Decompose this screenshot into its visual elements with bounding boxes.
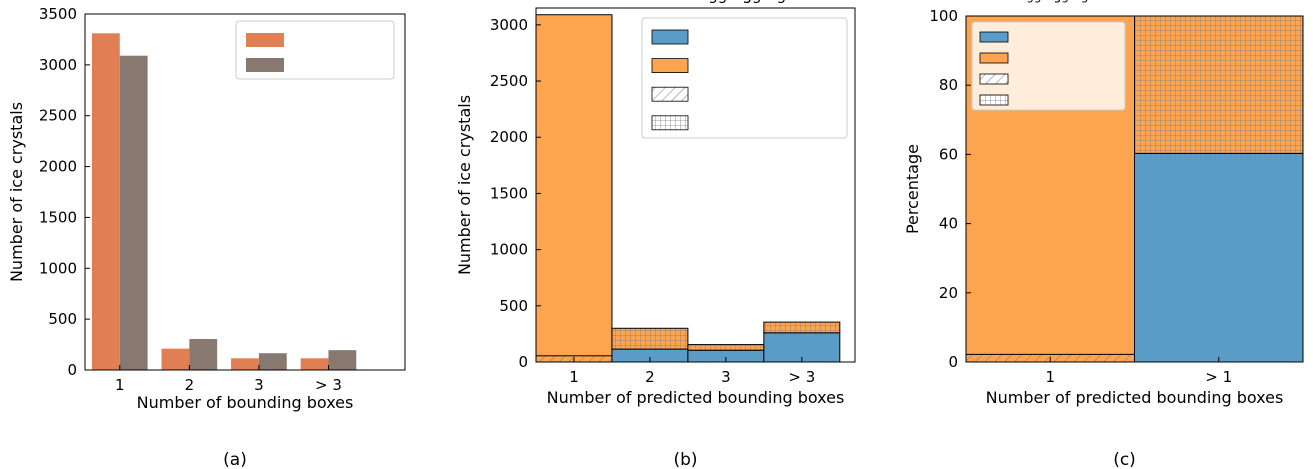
panel-label: (b) <box>673 450 697 469</box>
legend-box <box>971 21 1126 111</box>
bars <box>91 33 357 371</box>
x-tick-label: 2 <box>645 368 655 386</box>
y-tick-label: 2500 <box>39 107 77 125</box>
y-tick-label: 3000 <box>490 16 528 34</box>
bar-hand-label-4 <box>300 358 329 370</box>
x-tick-label: 3 <box>721 368 731 386</box>
plot-frame <box>965 15 1304 363</box>
y-tick-label: 1500 <box>39 208 77 226</box>
segment-over-detection-3 <box>687 344 765 351</box>
y-tick-label: 0 <box>67 361 77 379</box>
y-tick-label: 1000 <box>490 241 528 259</box>
y-tick-label: 0 <box>518 353 528 371</box>
legend-label-over-detection: Over-detection <box>1018 0 1107 3</box>
segment-over-detection-2 <box>1134 15 1304 154</box>
y-axis: 0 20 40 60 80 100 <box>929 7 971 371</box>
y-tick-label: 500 <box>48 310 77 328</box>
segment-aggregate-2 <box>1134 152 1304 363</box>
x-axis-label: Number of predicted bounding boxes <box>547 388 845 407</box>
y-axis: 0 500 1000 1500 2000 2500 3000 3500 <box>39 5 90 379</box>
y-tick-label: 0 <box>948 353 958 371</box>
y-tick-label: 1000 <box>39 259 77 277</box>
bar-prediction-1 <box>119 55 148 371</box>
x-tick-label: 1 <box>115 376 125 394</box>
x-axis: 1 2 3 > 3 <box>569 357 815 386</box>
x-tick-label: > 1 <box>1205 368 1232 386</box>
legend-swatch-aggregate <box>979 31 1009 43</box>
legend-swatch-non-aggregate <box>651 58 689 73</box>
bar-prediction-2 <box>189 338 218 370</box>
legend-label-hand-label: Hand-label <box>294 0 375 4</box>
legend-label-under-detection: Under-detection <box>698 0 819 4</box>
y-tick-label: 3500 <box>39 5 77 23</box>
legend: AggregateNon-aggregateUnder-detectionOve… <box>641 0 848 139</box>
panel-c: 0 20 40 60 80 100 1 > 1 Number of predicted boun… <box>903 0 1304 469</box>
y-tick-label: 60 <box>939 145 958 163</box>
legend-box <box>641 17 848 139</box>
y-axis: 0 500 1000 1500 2000 2500 3000 <box>490 16 541 371</box>
y-tick-label: 1500 <box>490 184 528 202</box>
legend-swatch-over-detection <box>651 115 689 131</box>
y-tick-label: 100 <box>929 7 958 25</box>
bar-prediction-3 <box>258 353 287 370</box>
panel-label: (a) <box>223 450 247 469</box>
x-tick-label: 1 <box>1045 368 1055 386</box>
y-tick-label: 80 <box>939 76 958 94</box>
y-axis-label: Number of ice crystals <box>455 95 474 275</box>
y-axis-label: Number of ice crystals <box>7 102 26 282</box>
legend-label-over-detection: Over-detection <box>698 0 809 4</box>
y-tick-label: 3000 <box>39 56 77 74</box>
plot-frame <box>535 7 856 363</box>
y-tick-label: 500 <box>499 297 528 315</box>
y-tick-label: 40 <box>939 215 958 233</box>
x-axis: 1 2 3 > 3 <box>115 365 342 394</box>
y-tick-label: 2000 <box>39 158 77 176</box>
segment-non-aggregate-1 <box>535 14 613 363</box>
x-axis-label: Number of predicted bounding boxes <box>986 388 1284 407</box>
legend-label-prediction: Prediction <box>294 0 369 4</box>
legend-label-under-detection: Under-detection <box>1018 0 1115 3</box>
x-axis-label: Number of bounding boxes <box>137 393 354 412</box>
legend-swatch-prediction <box>246 58 284 72</box>
legend-swatch-under-detection <box>979 73 1009 85</box>
legend-swatch-non-aggregate <box>979 52 1009 64</box>
legend-label-non-aggregate: Non-aggregate <box>698 0 810 4</box>
x-tick-label: > 3 <box>315 376 342 394</box>
bar-hand-label-1 <box>91 33 120 370</box>
bar-prediction-4 <box>328 350 357 370</box>
legend-swatch-aggregate <box>651 29 689 45</box>
y-tick-label: 2500 <box>490 72 528 90</box>
legend-swatch-hand-label <box>246 33 284 47</box>
panel-label: (c) <box>1113 450 1136 469</box>
legend-label-aggregate: Aggregate <box>698 0 776 4</box>
x-tick-label: 3 <box>254 376 264 394</box>
bar-hand-label-3 <box>231 358 259 370</box>
x-tick-label: > 3 <box>788 368 815 386</box>
bar-hand-label-2 <box>161 348 190 370</box>
y-axis-label: Percentage <box>903 144 922 234</box>
plot-frame <box>84 13 406 371</box>
x-tick-label: 1 <box>569 368 579 386</box>
x-axis: 1 > 1 <box>1045 357 1232 386</box>
legend: AggregateNon-aggregateUnder-detectionOve… <box>971 0 1126 111</box>
legend: Hand-labelPrediction <box>235 0 395 80</box>
segment-over-detection-2 <box>611 327 689 350</box>
legend-swatch-over-detection <box>979 94 1009 106</box>
panel-b: 0 500 1000 1500 2000 2500 3000 1 2 3 > 3 Number of … <box>455 0 856 469</box>
legend-swatch-under-detection <box>651 86 689 102</box>
segment-over-detection-4 <box>763 321 841 334</box>
y-tick-label: 20 <box>939 284 958 302</box>
legend-label-non-aggregate: Non-aggregate <box>1018 0 1108 3</box>
y-tick-label: 2000 <box>490 128 528 146</box>
x-tick-label: 2 <box>185 376 195 394</box>
legend-label-aggregate: Aggregate <box>1018 0 1081 3</box>
